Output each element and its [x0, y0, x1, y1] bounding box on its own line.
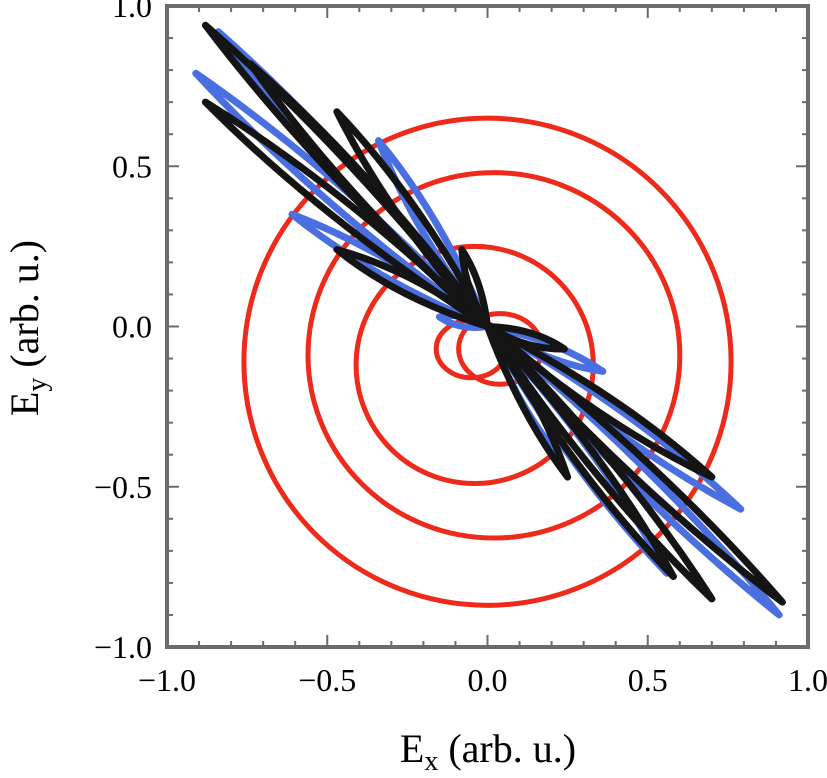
x-tick-label: −0.5 — [298, 662, 356, 698]
x-tick-label: 0.0 — [468, 662, 508, 698]
red-ellipse-curve — [305, 170, 683, 541]
black-petal-curve — [333, 108, 491, 330]
y-axis-label: Ey (arb. u.) — [2, 240, 53, 416]
black-petal-curve — [333, 246, 491, 330]
x-axis-label: Ex (arb. u.) — [400, 726, 576, 777]
x-tick-labels: −1.0 −0.5 0.0 0.5 1.0 — [138, 662, 827, 698]
y-tick-label: 0.0 — [112, 309, 152, 345]
black-petal-curve — [484, 323, 677, 580]
axis-ticks — [166, 5, 809, 648]
red-ellipse-curve — [241, 115, 734, 608]
y-tick-label: 1.0 — [112, 0, 152, 24]
y-tick-label: −0.5 — [94, 469, 152, 505]
x-tick-label: 0.5 — [628, 662, 668, 698]
black-petal-curve — [458, 246, 491, 330]
black-petal-curve — [484, 323, 786, 606]
y-tick-label: 0.5 — [112, 148, 152, 184]
x-tick-label: 1.0 — [788, 662, 827, 698]
y-tick-label: −1.0 — [94, 629, 152, 665]
x-tick-label: −1.0 — [138, 662, 196, 698]
plot-curves — [192, 21, 786, 619]
y-tick-labels: −1.0 −0.5 0.0 0.5 1.0 — [94, 0, 152, 665]
